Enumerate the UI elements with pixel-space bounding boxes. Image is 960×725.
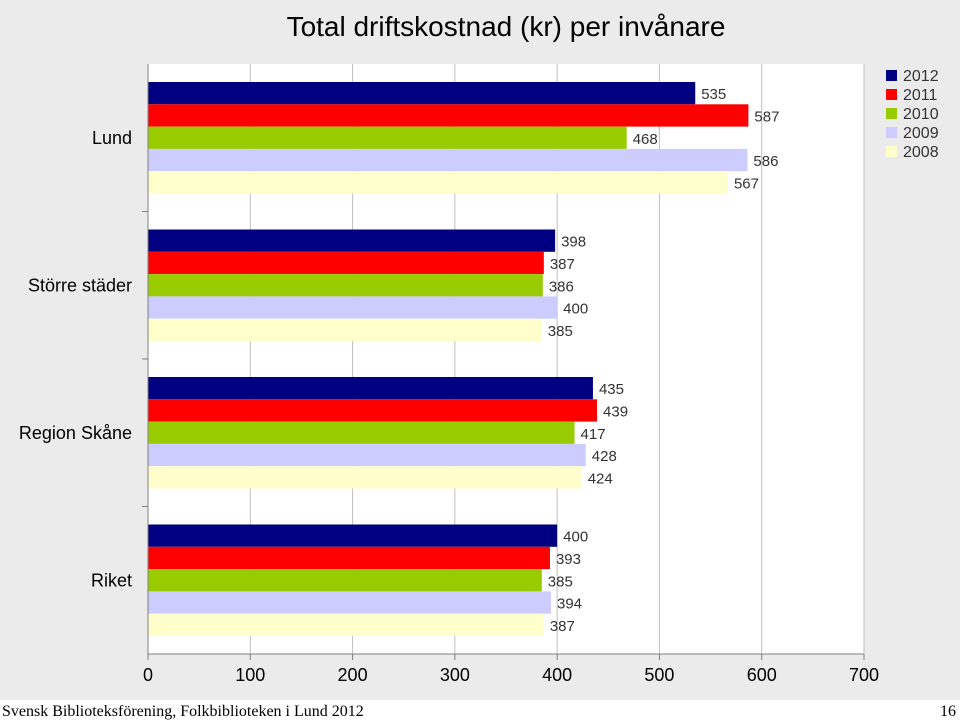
- chart-title: Total driftskostnad (kr) per invånare: [286, 11, 726, 42]
- legend-label: 2008: [903, 144, 939, 161]
- legend-swatch: [886, 127, 897, 138]
- bar: [148, 613, 544, 636]
- legend-label: 2010: [903, 106, 939, 123]
- data-label: 385: [548, 323, 573, 340]
- bar: [148, 126, 627, 149]
- x-tick-label: 700: [849, 665, 879, 685]
- data-label: 400: [563, 301, 588, 318]
- bar: [148, 421, 575, 444]
- data-label: 386: [549, 278, 574, 295]
- data-label: 424: [588, 470, 613, 487]
- data-label: 387: [550, 256, 575, 273]
- bar: [148, 524, 558, 547]
- data-label: 417: [581, 426, 606, 443]
- bar: [148, 148, 748, 172]
- data-label: 385: [548, 573, 573, 590]
- bar: [148, 296, 558, 319]
- bar: [148, 466, 582, 489]
- legend-label: 2012: [903, 68, 939, 85]
- x-tick-label: 200: [338, 665, 368, 685]
- bar: [148, 591, 552, 614]
- x-tick-label: 300: [440, 665, 470, 685]
- data-label: 587: [754, 108, 779, 125]
- data-label: 535: [701, 86, 726, 103]
- category-label: Lund: [92, 128, 132, 148]
- bar: [148, 251, 544, 275]
- legend-swatch: [886, 108, 897, 119]
- bar: [148, 569, 542, 592]
- data-label: 398: [561, 234, 586, 251]
- bar: [148, 318, 542, 341]
- legend-swatch: [886, 89, 897, 100]
- legend-label: 2009: [903, 125, 939, 142]
- category-label: Region Skåne: [19, 423, 132, 443]
- data-label: 387: [550, 618, 575, 635]
- legend-swatch: [886, 146, 897, 157]
- bar: [148, 171, 728, 194]
- x-tick-label: 500: [644, 665, 674, 685]
- category-label: Riket: [91, 570, 132, 590]
- data-label: 428: [592, 448, 617, 465]
- data-label: 468: [633, 131, 658, 148]
- bar: [148, 443, 586, 467]
- x-tick-label: 100: [235, 665, 265, 685]
- data-label: 439: [603, 403, 628, 420]
- legend-label: 2011: [903, 87, 938, 104]
- bar: [148, 546, 550, 570]
- bar: [148, 274, 543, 297]
- bar-chart: 0 100 200 300 400 500 600 700 Lund 535 587 468 586 56…: [19, 64, 939, 685]
- bar: [148, 377, 593, 400]
- page-number: 16: [940, 703, 956, 720]
- category-label: Större städer: [28, 275, 132, 295]
- bar: [148, 399, 598, 422]
- data-label: 435: [599, 381, 624, 398]
- data-label: 567: [734, 175, 759, 192]
- data-label: 586: [753, 153, 778, 170]
- legend-swatch: [886, 70, 897, 81]
- footer-text: Svensk Biblioteksförening, Folkbibliotek…: [2, 703, 364, 720]
- bar: [148, 229, 556, 252]
- data-label: 393: [556, 551, 581, 568]
- x-tick-label: 600: [747, 665, 777, 685]
- bar: [148, 104, 749, 127]
- data-label: 394: [557, 596, 582, 613]
- x-tick-label: 0: [143, 665, 153, 685]
- bar: [148, 82, 696, 105]
- footer-bar: [0, 700, 960, 725]
- x-tick-label: 400: [542, 665, 572, 685]
- data-label: 400: [563, 529, 588, 546]
